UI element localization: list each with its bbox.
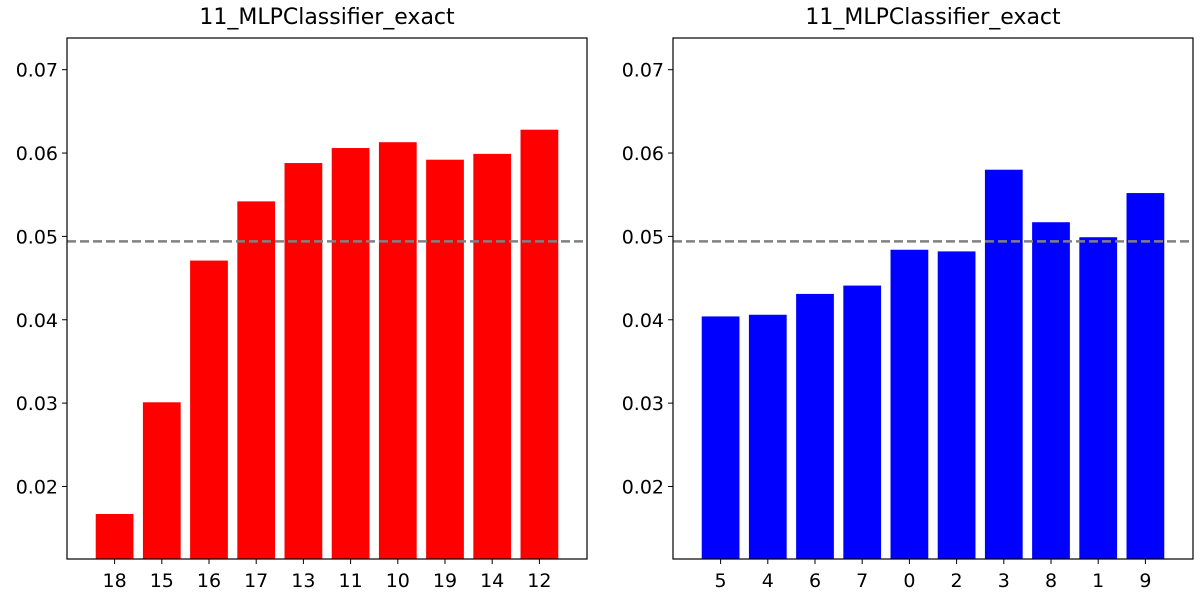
left-bar-13 [284,163,323,560]
left-bar-14 [473,153,512,559]
right-y-tick-label: 0.04 [622,310,664,332]
left-bar-17 [237,201,276,559]
right-bar-1 [1079,237,1118,559]
left-x-tick-label: 18 [103,570,127,592]
left-bar-11 [331,148,370,559]
left-y-tick-label: 0.05 [16,226,58,248]
right-y-tick-label: 0.03 [622,393,664,415]
right-y-tick-label: 0.05 [622,226,664,248]
right-chart-panel: 11_MLPClassifier_exact 5 4 6 7 0 2 3 8 1 9 0.02 0.0… [622,5,1194,592]
right-x-tick-label: 0 [903,570,915,592]
right-x-tick-label: 3 [998,570,1010,592]
left-bar-19 [426,159,464,559]
right-x-tick-label: 5 [715,570,727,592]
left-x-tick-label: 13 [291,570,315,592]
left-x-tick-label: 19 [433,570,457,592]
left-y-tick-label: 0.07 [16,60,58,82]
left-bar-10 [378,142,417,559]
right-y-tick-label: 0.06 [622,143,664,165]
right-bar-2 [937,251,976,559]
right-chart-title: 11_MLPClassifier_exact [805,5,1061,30]
left-y-tick-label: 0.02 [16,476,58,498]
left-x-tick-label: 10 [386,570,410,592]
right-bar-5 [701,316,740,559]
left-x-tick-label: 11 [339,570,363,592]
right-x-tick-label: 4 [762,570,774,592]
left-bar-18 [95,513,134,559]
right-bar-6 [796,293,834,559]
right-x-tick-label: 1 [1092,570,1104,592]
right-x-tick-label: 8 [1045,570,1057,592]
right-y-tick-label: 0.02 [622,476,664,498]
right-bar-3 [984,169,1023,559]
left-chart-title: 11_MLPClassifier_exact [199,5,455,30]
left-y-tick-label: 0.06 [16,143,58,165]
right-bar-7 [843,285,882,559]
left-bar-12 [520,129,559,560]
left-x-tick-label: 17 [244,570,268,592]
left-bar-16 [190,260,228,559]
right-x-tick-label: 7 [856,570,868,592]
right-x-tick-label: 9 [1139,570,1151,592]
right-bar-9 [1126,193,1165,559]
right-x-tick-label: 6 [809,570,821,592]
right-y-tick-label: 0.07 [622,60,664,82]
left-y-tick-label: 0.04 [16,310,58,332]
right-bar-0 [890,249,929,559]
left-bar-15 [142,402,181,559]
left-x-tick-label: 12 [527,570,551,592]
left-x-tick-label: 15 [150,570,174,592]
left-x-tick-label: 16 [197,570,221,592]
right-axes-frame [672,37,1194,560]
left-x-tick-label: 14 [480,570,504,592]
left-chart-panel: 11_MLPClassifier_exact 18 15 16 17 13 11 10 19 1… [16,5,588,592]
right-x-tick-label: 2 [951,570,963,592]
right-bar-4 [748,314,787,559]
left-y-tick-label: 0.03 [16,393,58,415]
left-axes-frame [66,37,588,560]
right-bar-8 [1032,222,1070,560]
